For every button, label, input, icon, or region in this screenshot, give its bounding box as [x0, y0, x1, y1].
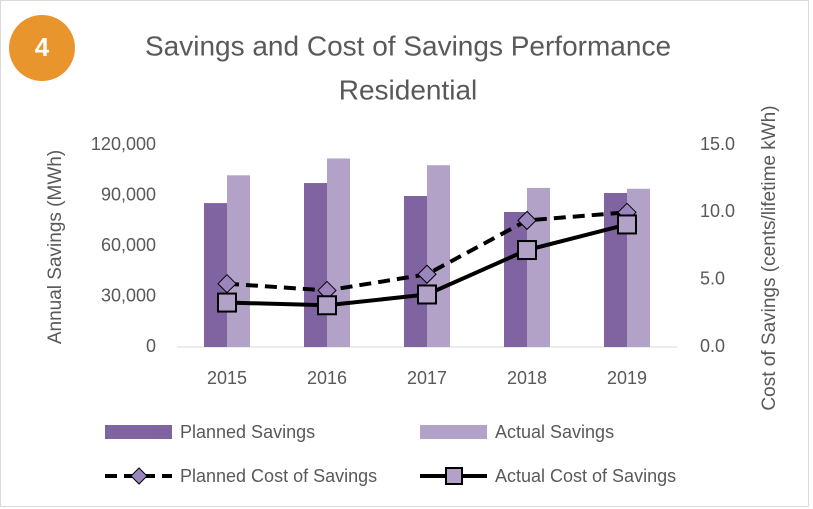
bar [404, 196, 427, 347]
marker [617, 214, 637, 235]
marker [317, 295, 337, 316]
x-tick-label: 2016 [307, 368, 347, 388]
marker [517, 240, 537, 261]
badge: 4 [35, 32, 50, 62]
legend-label: Actual Savings [495, 422, 614, 442]
chart-title: Savings and Cost of Savings Performance [145, 30, 671, 61]
marker [517, 210, 537, 231]
x-tick-label: 2017 [407, 368, 447, 388]
y-tick-label: 60,000 [101, 235, 156, 255]
legend-label: Planned Cost of Savings [180, 466, 377, 486]
legend-label: Planned Savings [180, 422, 315, 442]
legend-label: Actual Cost of Savings [495, 466, 676, 486]
legend-swatch [105, 425, 172, 439]
legend-swatch [420, 425, 487, 439]
y2-tick-label: 15.0 [700, 134, 735, 154]
x-tick-label: 2018 [507, 368, 547, 388]
y-tick-label: 0 [146, 336, 156, 356]
y2-tick-label: 0.0 [700, 336, 725, 356]
badge-circle [9, 15, 75, 81]
bar [327, 158, 350, 347]
chart-title: Residential [339, 74, 478, 105]
bar [204, 203, 227, 347]
marker [417, 264, 437, 284]
y2-tick-label: 10.0 [700, 201, 735, 221]
bar [304, 183, 327, 347]
y-tick-label: 90,000 [101, 184, 156, 204]
y-tick-label: 30,000 [101, 285, 156, 305]
legend-marker [445, 467, 463, 485]
bar [227, 175, 250, 347]
y2-axis-label: Cost of Savings (cents/lifetime kWh) [759, 105, 780, 410]
x-tick-label: 2019 [607, 368, 647, 388]
marker [417, 284, 437, 305]
y2-tick-label: 5.0 [700, 268, 725, 288]
bar [427, 165, 450, 347]
legend-marker [130, 467, 148, 485]
marker [217, 292, 237, 313]
x-tick-label: 2015 [207, 368, 247, 388]
y-axis-label: Annual Savings (MWh) [45, 150, 66, 344]
y-tick-label: 120,000 [91, 134, 156, 154]
bar [527, 187, 550, 347]
